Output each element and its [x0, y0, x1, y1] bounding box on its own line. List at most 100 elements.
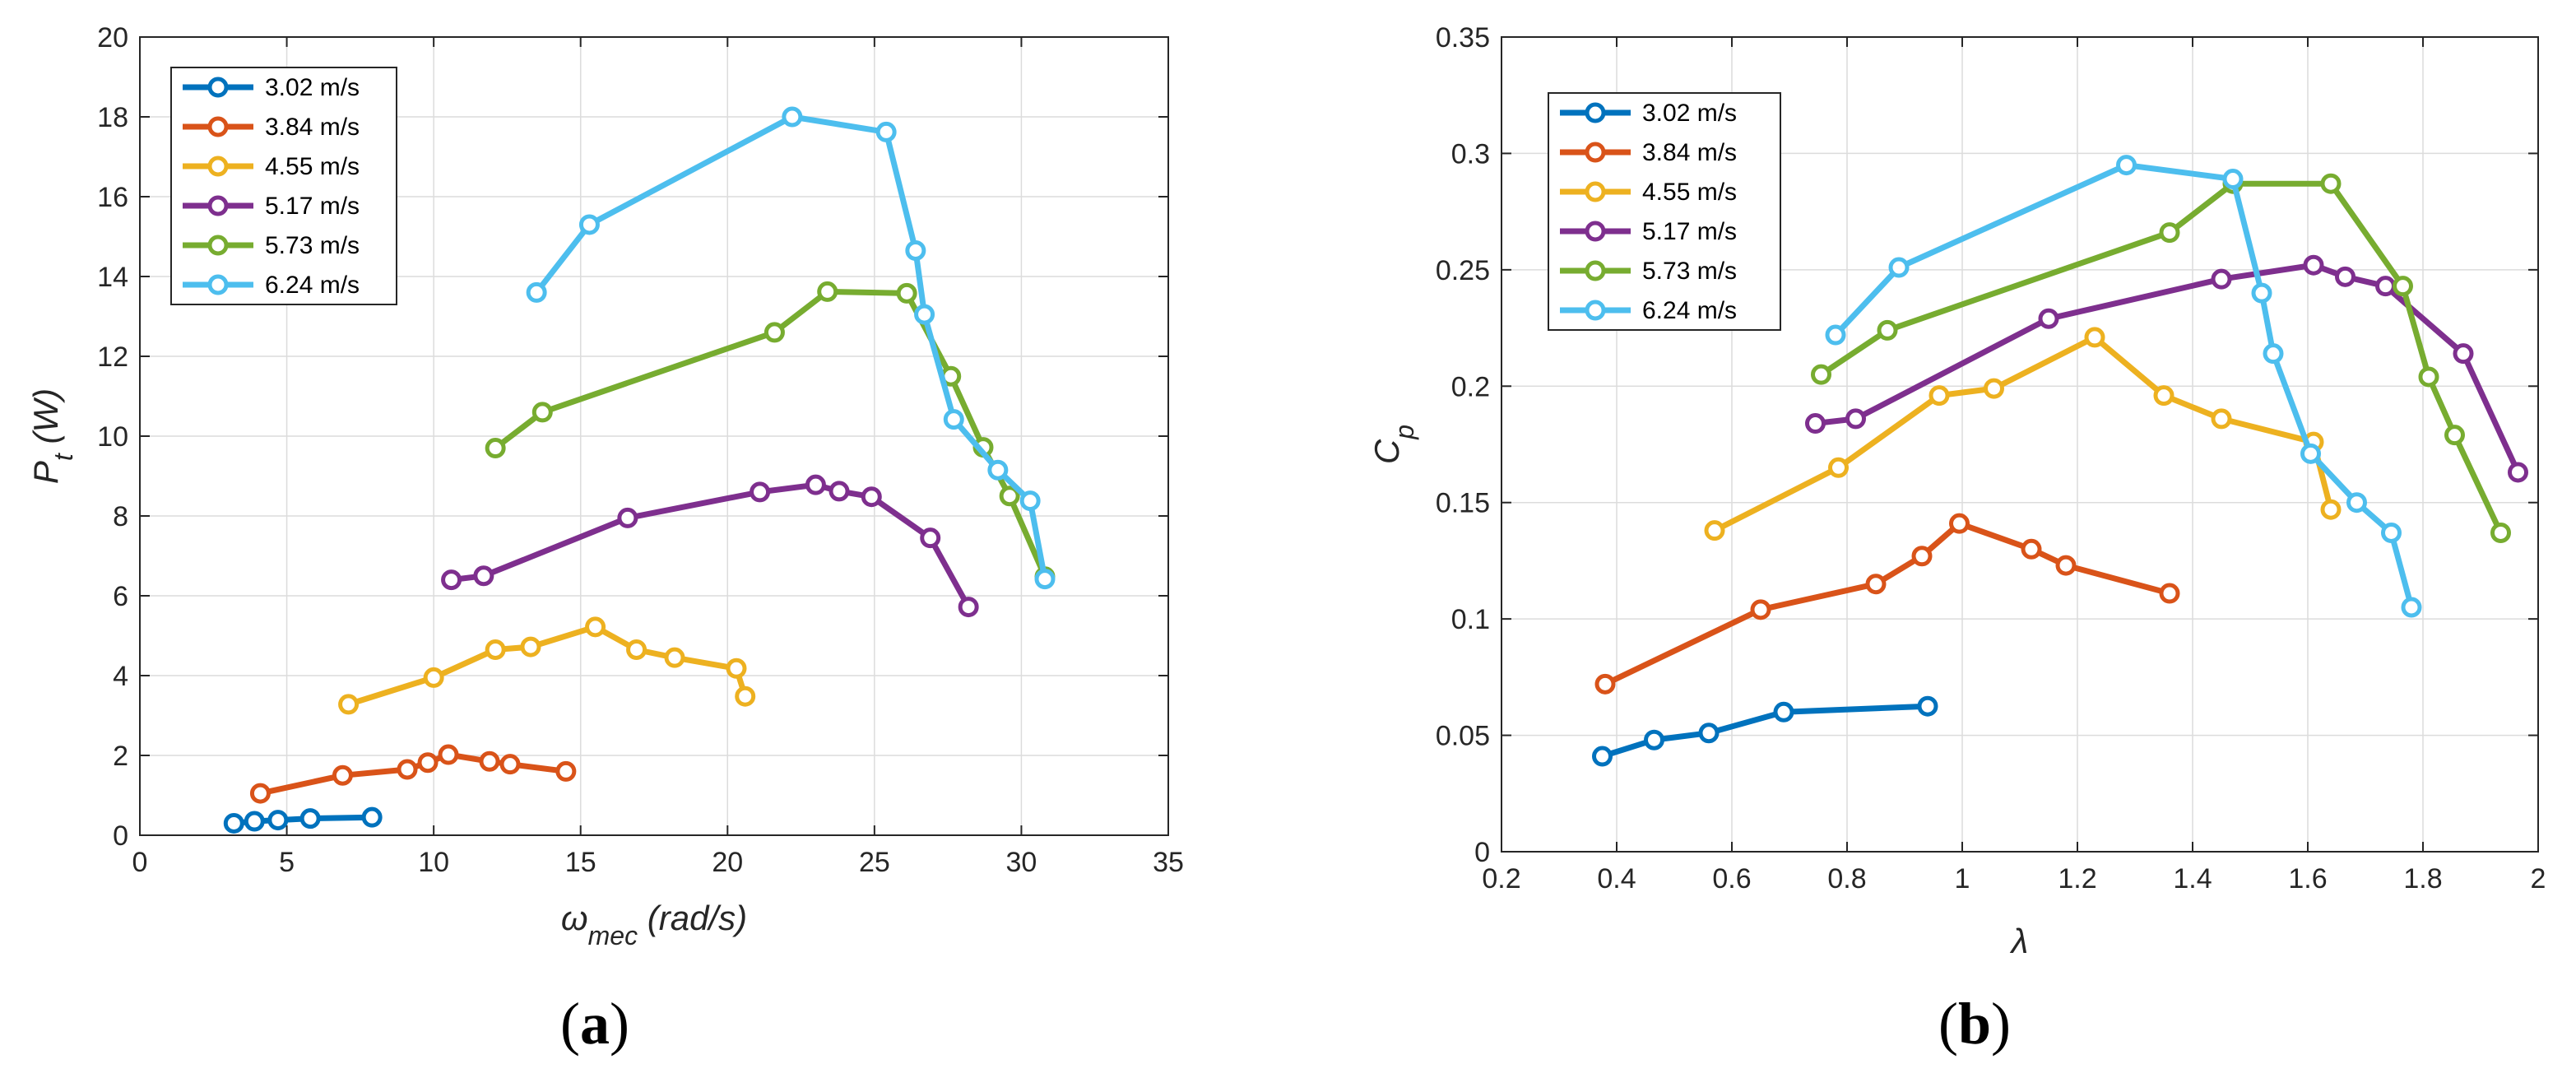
- chart-a-ticks: 0 5 10 15 20 25 30 35 0 2 4 6 8 10 12 14 16 18 20: [97, 22, 1184, 878]
- chart-a-ytick-label: 16: [97, 182, 128, 213]
- chart-b-point: [2300, 443, 2321, 464]
- chart-a-xtick-label: 0: [132, 847, 148, 878]
- chart-a-point: [485, 438, 506, 459]
- chart-a-legend-marker: [207, 156, 229, 177]
- chart-b-ylabel-main: C: [1367, 439, 1406, 464]
- chart-a-point: [485, 639, 506, 660]
- chart-b-point: [2346, 492, 2367, 513]
- chart-b-series-line-5: [1832, 162, 2415, 611]
- chart-a-legend: 3.02 m/s 3.84 m/s 4.55 m/s 5.17 m/s 5.73 m/s…: [170, 67, 397, 305]
- chart-b: 0.2 0.4 0.6 0.8 1 1.2 1.4 1.6 1.8 2 0 0.05 0.1 0.15 0.…: [1367, 22, 2546, 1057]
- chart-b-point: [2418, 366, 2439, 388]
- chart-a-legend-marker: [207, 77, 229, 98]
- chart-a-point: [999, 486, 1020, 507]
- chart-b-xlabel: λ: [2010, 922, 2029, 960]
- chart-b-point: [2453, 343, 2474, 365]
- chart-a-point: [896, 282, 917, 304]
- chart-b-xtick-label: 1.4: [2173, 863, 2212, 894]
- chart-b-point: [2508, 462, 2528, 483]
- chart-a-legend-label: 4.55 m/s: [265, 153, 360, 180]
- chart-a-point: [555, 760, 577, 782]
- chart-b-point: [2038, 308, 2059, 329]
- chart-b-legend-marker: [1585, 221, 1606, 242]
- chart-a-point: [417, 752, 439, 774]
- chart-a-series-line-5: [533, 114, 1048, 583]
- chart-a-ylabel: Pt (W): [26, 388, 78, 484]
- panel-label-b: (b): [1938, 991, 2011, 1057]
- chart-b-ytick-label: 0.05: [1436, 721, 1490, 752]
- chart-a-point: [1019, 490, 1041, 512]
- chart-b-xtick-label: 0.6: [1712, 863, 1751, 894]
- chart-a-point: [473, 565, 494, 587]
- chart-a-ylabel-rest: (W): [26, 388, 65, 453]
- chart-b-ytick-label: 0.1: [1451, 604, 1490, 635]
- chart-b-point: [1805, 413, 1826, 434]
- chart-b-point: [2320, 173, 2342, 194]
- chart-a-point: [531, 402, 553, 423]
- chart-b-xtick-label: 1.2: [2058, 863, 2096, 894]
- chart-a-point: [578, 214, 600, 235]
- chart-a-xtick-label: 10: [418, 847, 449, 878]
- chart-a-point: [875, 121, 897, 142]
- chart-b-legend-marker: [1585, 300, 1606, 321]
- chart-b-point: [2263, 343, 2284, 365]
- chart-a-point: [735, 685, 756, 707]
- chart-a-xtick-label: 15: [565, 847, 596, 878]
- chart-b-ytick-label: 0.3: [1451, 138, 1490, 170]
- chart-a-point: [1034, 569, 1056, 590]
- chart-b-point: [1644, 729, 1664, 750]
- chart-a-xtick-label: 30: [1006, 847, 1037, 878]
- chart-b-legend-marker: [1585, 181, 1606, 202]
- chart-b-point: [1594, 673, 1616, 695]
- chart-b-point: [2490, 522, 2511, 543]
- chart-a-point: [626, 639, 647, 660]
- chart-b-point: [1865, 574, 1887, 595]
- chart-a-ytick-label: 12: [97, 342, 128, 373]
- chart-a-xlabel-sub: mec: [588, 921, 638, 950]
- chart-b-ticks: 0.2 0.4 0.6 0.8 1 1.2 1.4 1.6 1.8 2 0 0.05 0.1 0.15 0.…: [1436, 22, 2546, 894]
- chart-b-ytick-label: 0.2: [1451, 371, 1490, 402]
- chart-a-legend-label: 6.24 m/s: [265, 272, 360, 299]
- chart-a-point: [499, 754, 521, 775]
- chart-b-xtick-label: 0.4: [1597, 863, 1636, 894]
- chart-a-ytick-label: 10: [97, 421, 128, 453]
- chart-a-legend-box: [170, 67, 397, 305]
- chart-a-legend-label: 3.02 m/s: [265, 74, 360, 101]
- chart-a-point: [914, 304, 935, 325]
- chart-b-point: [1888, 257, 1910, 278]
- chart-a-point: [441, 569, 462, 591]
- chart-a-xtick-label: 20: [712, 847, 743, 878]
- chart-b-legend-label: 4.55 m/s: [1642, 179, 1737, 206]
- chart-a-ytick-label: 20: [97, 22, 128, 53]
- chart-b-point: [1929, 385, 1950, 407]
- chart-b-point: [1845, 408, 1866, 430]
- chart-a-legend-marker: [207, 195, 229, 216]
- chart-a-point: [223, 812, 244, 834]
- chart-b-xtick-label: 1.8: [2403, 863, 2442, 894]
- chart-a-legend-label: 5.73 m/s: [265, 232, 360, 259]
- chart-a-ytick-label: 18: [97, 102, 128, 133]
- chart-a-legend-marker: [207, 274, 229, 295]
- chart-a: 0 5 10 15 20 25 30 35 0 2 4 6 8 10 12 14 16 18 20 3.02 m/s…: [26, 22, 1184, 1057]
- chart-a-point: [338, 694, 360, 715]
- chart-b-ytick-label: 0.25: [1436, 255, 1490, 286]
- panel-label-a: (a): [560, 991, 629, 1057]
- chart-b-point: [2251, 282, 2272, 304]
- chart-b-point: [2303, 254, 2324, 276]
- chart-a-ytick-label: 4: [113, 661, 128, 692]
- chart-a-ylabel-main: P: [26, 461, 65, 484]
- chart-a-point: [828, 481, 850, 502]
- chart-b-ytick-label: 0: [1474, 837, 1490, 868]
- chart-a-point: [438, 744, 459, 765]
- chart-b-point: [2393, 276, 2413, 297]
- chart-b-legend-label: 5.17 m/s: [1642, 218, 1737, 245]
- chart-a-point: [479, 750, 500, 772]
- chart-a-ytick-label: 2: [113, 741, 128, 772]
- chart-b-point: [2375, 276, 2396, 297]
- chart-a-point: [805, 474, 826, 495]
- chart-a-legend-label: 5.17 m/s: [265, 193, 360, 220]
- chart-a-point: [782, 106, 803, 128]
- chart-b-xtick-label: 1.6: [2288, 863, 2327, 894]
- chart-b-point: [1811, 364, 1831, 385]
